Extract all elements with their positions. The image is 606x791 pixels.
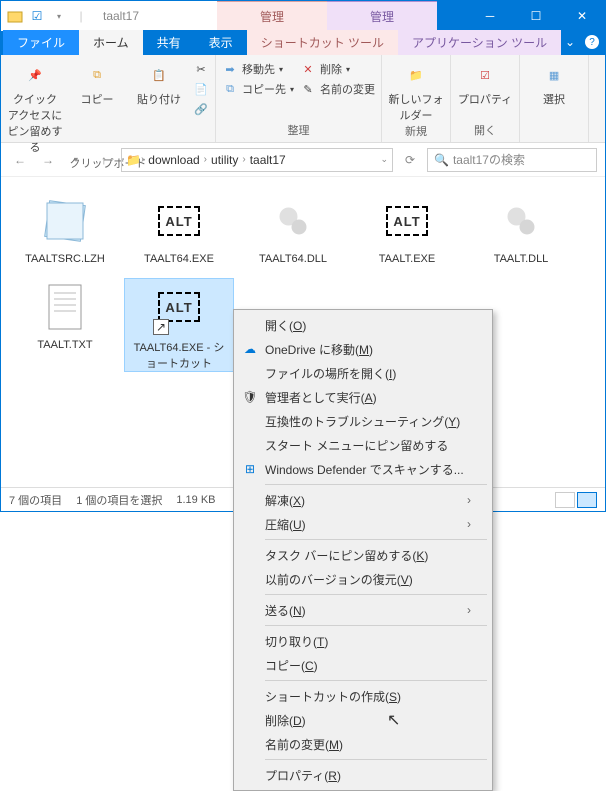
- details-view-button[interactable]: [555, 492, 575, 508]
- tab-share[interactable]: 共有: [143, 30, 195, 55]
- group-select: [526, 126, 582, 140]
- status-selected-count: 1 個の項目を選択: [76, 492, 162, 508]
- group-new: 新規: [388, 123, 444, 141]
- file-item-selected[interactable]: ALT↗ TAALT64.EXE - ショートカット: [125, 279, 233, 371]
- back-button[interactable]: ←: [9, 149, 31, 171]
- shortcut-overlay-icon: ↗: [153, 319, 169, 335]
- crumb-download[interactable]: download: [144, 153, 203, 167]
- delete-button[interactable]: ✕削除▾: [300, 61, 375, 77]
- menu-compress[interactable]: 圧縮(U)›: [237, 512, 489, 536]
- chevron-right-icon: ›: [467, 603, 471, 617]
- menu-open-location[interactable]: ファイルの場所を開く(I): [237, 361, 489, 385]
- tab-view[interactable]: 表示: [195, 30, 247, 55]
- rename-button[interactable]: ✎名前の変更: [300, 81, 375, 97]
- move-to-button[interactable]: ➡移動先▾: [222, 61, 294, 77]
- menu-send-to[interactable]: 送る(N)›: [237, 598, 489, 622]
- maximize-button[interactable]: ☐: [513, 1, 559, 31]
- refresh-button[interactable]: ⟳: [399, 149, 421, 171]
- onedrive-icon: ☁: [241, 340, 259, 358]
- defender-icon: ⊞: [241, 460, 259, 478]
- menu-pin-taskbar[interactable]: タスク バーにピン留めする(K): [237, 543, 489, 567]
- ribbon: 📌クイック アクセスにピン留めする ⧉コピー 📋貼り付け ✂ 📄 🔗 クリップボ…: [1, 55, 605, 143]
- ribbon-tabs: ファイル ホーム 共有 表示 ショートカット ツール アプリケーション ツール …: [1, 31, 605, 55]
- menu-onedrive[interactable]: ☁OneDrive に移動(M): [237, 337, 489, 361]
- menu-run-admin[interactable]: 🛡管理者として実行(A): [237, 385, 489, 409]
- file-item[interactable]: TAALTSRC.LZH: [11, 193, 119, 265]
- context-menu: 開く(O) ☁OneDrive に移動(M) ファイルの場所を開く(I) 🛡管理…: [233, 309, 493, 791]
- copy-to-button[interactable]: ⧉コピー先▾: [222, 81, 294, 97]
- group-open: 開く: [457, 122, 513, 140]
- pin-quick-access-button[interactable]: 📌クイック アクセスにピン留めする: [7, 61, 63, 155]
- status-size: 1.19 KB: [176, 494, 215, 506]
- menu-rename[interactable]: 名前の変更(M): [237, 732, 489, 756]
- new-folder-button[interactable]: 📁新しいフォルダー: [388, 61, 444, 123]
- qat-dropdown-icon[interactable]: ▾: [49, 6, 69, 26]
- window-title: taalt17: [95, 1, 209, 31]
- chevron-right-icon: ›: [467, 517, 471, 531]
- properties-button[interactable]: ☑プロパティ: [457, 61, 513, 107]
- copy-button[interactable]: ⧉コピー: [69, 61, 125, 107]
- menu-open[interactable]: 開く(O): [237, 313, 489, 337]
- close-button[interactable]: ✕: [559, 1, 605, 31]
- crumb-utility[interactable]: utility: [207, 153, 242, 167]
- tab-shortcut-tools[interactable]: ショートカット ツール: [247, 30, 398, 55]
- search-icon: 🔍: [434, 153, 449, 167]
- icons-view-button[interactable]: [577, 492, 597, 508]
- menu-copy[interactable]: コピー(C): [237, 653, 489, 677]
- history-dropdown[interactable]: ▾: [65, 149, 87, 171]
- file-item[interactable]: ALT TAALT64.EXE: [125, 193, 233, 265]
- chevron-right-icon: ›: [467, 493, 471, 507]
- forward-button[interactable]: →: [37, 149, 59, 171]
- qat-sep: |: [71, 6, 91, 26]
- up-button[interactable]: ↑: [93, 149, 115, 171]
- help-icon[interactable]: ?: [585, 35, 599, 49]
- file-item[interactable]: TAALT.DLL: [467, 193, 575, 265]
- ribbon-collapse-icon[interactable]: ⌄: [565, 35, 575, 49]
- status-item-count: 7 個の項目: [9, 492, 62, 508]
- menu-compat[interactable]: 互換性のトラブルシューティング(Y): [237, 409, 489, 433]
- titlebar: ☑ ▾ | taalt17 管理 管理 ─ ☐ ✕: [1, 1, 605, 31]
- paste-shortcut-icon[interactable]: 🔗: [193, 101, 209, 117]
- menu-thaw[interactable]: 解凍(X)›: [237, 488, 489, 512]
- explorer-window: ☑ ▾ | taalt17 管理 管理 ─ ☐ ✕ ファイル ホーム 共有 表示…: [0, 0, 606, 512]
- properties-icon[interactable]: ☑: [27, 6, 47, 26]
- menu-create-shortcut[interactable]: ショートカットの作成(S): [237, 684, 489, 708]
- tab-home[interactable]: ホーム: [79, 30, 143, 55]
- copy-path-icon[interactable]: 📄: [193, 81, 209, 97]
- file-item[interactable]: ALT TAALT.EXE: [353, 193, 461, 265]
- search-input[interactable]: 🔍 taalt17の検索: [427, 148, 597, 172]
- file-item[interactable]: TAALT.TXT: [11, 279, 119, 371]
- paste-button[interactable]: 📋貼り付け: [131, 61, 187, 107]
- contextual-tab-shortcut[interactable]: 管理: [217, 1, 327, 31]
- menu-properties[interactable]: プロパティ(R): [237, 763, 489, 787]
- breadcrumb[interactable]: 📁 › download› utility› taalt17 ⌄: [121, 148, 393, 172]
- group-organize: 整理: [222, 122, 375, 140]
- folder-icon: [5, 6, 25, 26]
- folder-icon: 📁: [126, 153, 141, 167]
- tab-app-tools[interactable]: アプリケーション ツール: [398, 30, 561, 55]
- menu-pin-start[interactable]: スタート メニューにピン留めする: [237, 433, 489, 457]
- menu-cut[interactable]: 切り取り(T): [237, 629, 489, 653]
- menu-defender[interactable]: ⊞Windows Defender でスキャンする...: [237, 457, 489, 481]
- cut-icon[interactable]: ✂: [193, 61, 209, 77]
- file-item[interactable]: TAALT64.DLL: [239, 193, 347, 265]
- minimize-button[interactable]: ─: [467, 1, 513, 31]
- tab-file[interactable]: ファイル: [3, 30, 79, 55]
- contextual-tab-app[interactable]: 管理: [327, 1, 437, 31]
- shield-icon: 🛡: [241, 388, 259, 406]
- menu-delete[interactable]: 削除(D): [237, 708, 489, 732]
- crumb-taalt17[interactable]: taalt17: [246, 153, 290, 167]
- select-button[interactable]: ▦選択: [526, 61, 582, 107]
- menu-restore[interactable]: 以前のバージョンの復元(V): [237, 567, 489, 591]
